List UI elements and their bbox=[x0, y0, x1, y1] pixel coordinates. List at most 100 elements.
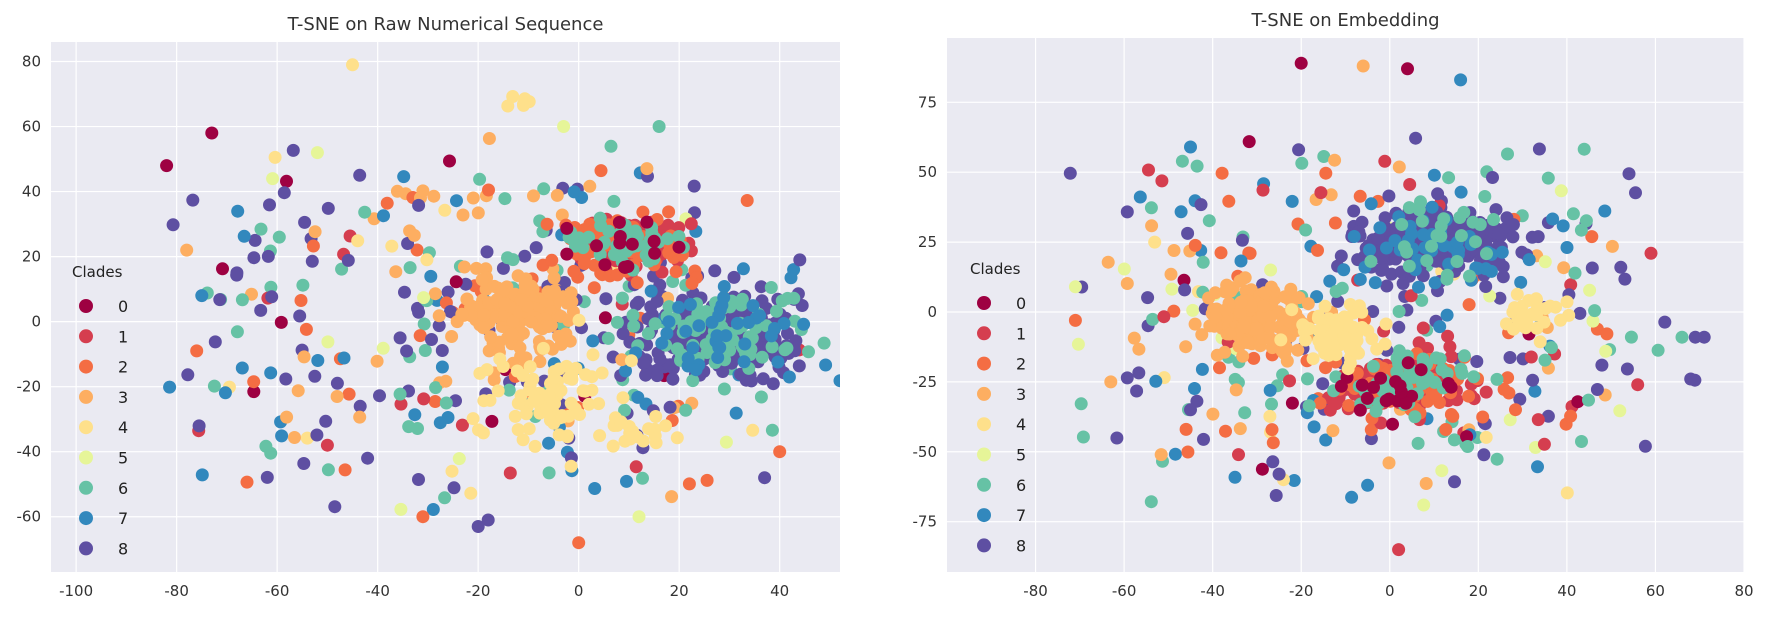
legend-label-clade-8: 8 bbox=[1016, 536, 1026, 555]
x-tick-label: 80 bbox=[1734, 582, 1753, 600]
scatter-point-clade-2 bbox=[1188, 238, 1202, 252]
scatter-point-clade-3 bbox=[1229, 383, 1243, 397]
scatter-point-clade-8 bbox=[230, 266, 244, 280]
scatter-point-clade-3 bbox=[1203, 319, 1217, 333]
scatter-point-clade-6 bbox=[321, 463, 335, 477]
scatter-point-clade-5 bbox=[1071, 337, 1085, 351]
scatter-point-clade-8 bbox=[341, 253, 355, 267]
scatter-point-clade-7 bbox=[710, 329, 724, 343]
scatter-point-clade-7 bbox=[644, 284, 658, 298]
scatter-point-clade-4 bbox=[514, 389, 528, 403]
scatter-point-clade-1 bbox=[320, 438, 334, 452]
scatter-point-clade-6 bbox=[1302, 399, 1316, 413]
scatter-point-clade-8 bbox=[1266, 455, 1280, 469]
scatter-point-clade-5 bbox=[452, 452, 466, 466]
legend-label-clade-6: 6 bbox=[118, 479, 128, 498]
scatter-point-clade-7 bbox=[1263, 383, 1277, 397]
scatter-point-clade-2 bbox=[247, 375, 261, 389]
scatter-point-clade-8 bbox=[1503, 351, 1517, 364]
scatter-point-clade-8 bbox=[653, 352, 667, 366]
x-tick-label: 20 bbox=[1469, 582, 1488, 600]
scatter-point-clade-2 bbox=[669, 265, 683, 279]
scatter-point-clade-4 bbox=[595, 366, 609, 380]
scatter-point-clade-3 bbox=[506, 314, 520, 328]
scatter-point-clade-0 bbox=[590, 239, 603, 253]
scatter-point-clade-3 bbox=[640, 162, 654, 176]
scatter-point-clade-7 bbox=[655, 336, 669, 350]
scatter-point-clade-3 bbox=[390, 184, 404, 198]
scatter-point-clade-3 bbox=[513, 341, 527, 355]
scatter-point-clade-4 bbox=[511, 423, 525, 437]
scatter-point-clade-2 bbox=[662, 205, 676, 219]
scatter-point-clade-8 bbox=[1697, 330, 1711, 344]
scatter-point-clade-1 bbox=[1283, 374, 1296, 388]
scatter-point-clade-7 bbox=[1514, 275, 1528, 289]
scatter-point-clade-0 bbox=[443, 154, 456, 168]
scatter-point-clade-6 bbox=[537, 182, 551, 196]
scatter-point-clade-8 bbox=[400, 344, 414, 358]
scatter-point-clade-0 bbox=[1386, 417, 1399, 431]
x-tick-label: -40 bbox=[1200, 582, 1225, 600]
scatter-point-clade-8 bbox=[328, 500, 342, 514]
scatter-point-clade-8 bbox=[1492, 226, 1505, 240]
scatter-point-clade-1 bbox=[1524, 350, 1538, 364]
legend-label-clade-2: 2 bbox=[1016, 355, 1026, 374]
scatter-point-clade-6 bbox=[1317, 150, 1331, 163]
scatter-point-clade-8 bbox=[1489, 203, 1503, 217]
scatter-point-clade-8 bbox=[263, 198, 276, 212]
scatter-point-clade-5 bbox=[1264, 263, 1278, 277]
scatter-point-clade-6 bbox=[666, 275, 680, 288]
points-layer bbox=[160, 58, 854, 550]
scatter-point-clade-7 bbox=[841, 348, 854, 361]
scatter-point-clade-4 bbox=[351, 234, 365, 248]
scatter-point-clade-2 bbox=[1213, 361, 1226, 375]
scatter-point-clade-5 bbox=[1554, 184, 1568, 198]
scatter-point-clade-8 bbox=[1272, 467, 1286, 481]
scatter-point-clade-6 bbox=[207, 379, 221, 393]
scatter-point-clade-1 bbox=[661, 218, 675, 232]
scatter-point-clade-4 bbox=[1330, 320, 1344, 334]
scatter-point-clade-4 bbox=[1274, 333, 1288, 347]
scatter-point-clade-8 bbox=[1396, 277, 1410, 290]
legend-label-clade-2: 2 bbox=[118, 358, 128, 377]
scatter-point-clade-8 bbox=[1120, 371, 1134, 385]
scatter-point-clade-6 bbox=[272, 230, 286, 244]
scatter-point-clade-6 bbox=[402, 420, 416, 434]
scatter-point-clade-4 bbox=[593, 429, 607, 443]
scatter-point-clade-6 bbox=[686, 374, 700, 388]
scatter-point-clade-5 bbox=[1186, 303, 1200, 317]
scatter-point-clade-1 bbox=[629, 460, 643, 474]
scatter-point-clade-5 bbox=[417, 291, 431, 305]
y-tick-label: -40 bbox=[17, 443, 42, 461]
scatter-point-clade-3 bbox=[1241, 336, 1255, 350]
scatter-point-clade-7 bbox=[542, 436, 556, 450]
scatter-point-clade-8 bbox=[192, 419, 206, 433]
scatter-point-clade-2 bbox=[1247, 351, 1261, 365]
scatter-point-clade-6 bbox=[1175, 154, 1189, 168]
legend-marker-clade-7 bbox=[79, 511, 93, 526]
legend-marker-clade-2 bbox=[977, 356, 991, 371]
scatter-point-clade-0 bbox=[647, 234, 661, 248]
scatter-point-clade-7 bbox=[1228, 470, 1242, 484]
scatter-point-clade-6 bbox=[1425, 239, 1438, 253]
scatter-point-clade-8 bbox=[744, 374, 758, 388]
scatter-point-clade-5 bbox=[632, 510, 646, 524]
scatter-point-clade-0 bbox=[560, 221, 574, 235]
scatter-point-clade-7 bbox=[705, 315, 719, 329]
scatter-point-clade-4 bbox=[476, 426, 490, 440]
scatter-point-clade-6 bbox=[1582, 393, 1595, 407]
scatter-point-clade-3 bbox=[1291, 343, 1305, 357]
scatter-point-clade-2 bbox=[685, 276, 699, 290]
x-tick-label: 0 bbox=[574, 582, 584, 600]
scatter-point-clade-6 bbox=[817, 336, 831, 350]
legend-title: Clades bbox=[970, 260, 1021, 278]
scatter-point-clade-6 bbox=[641, 327, 655, 341]
scatter-point-clade-4 bbox=[573, 408, 586, 421]
y-tick-label: -75 bbox=[913, 513, 938, 531]
scatter-point-clade-8 bbox=[353, 399, 367, 413]
scatter-point-clade-2 bbox=[636, 205, 650, 219]
scatter-point-clade-8 bbox=[305, 254, 319, 268]
scatter-point-clade-8 bbox=[1614, 260, 1628, 274]
scatter-point-clade-6 bbox=[1457, 349, 1471, 363]
scatter-point-clade-7 bbox=[738, 337, 752, 351]
